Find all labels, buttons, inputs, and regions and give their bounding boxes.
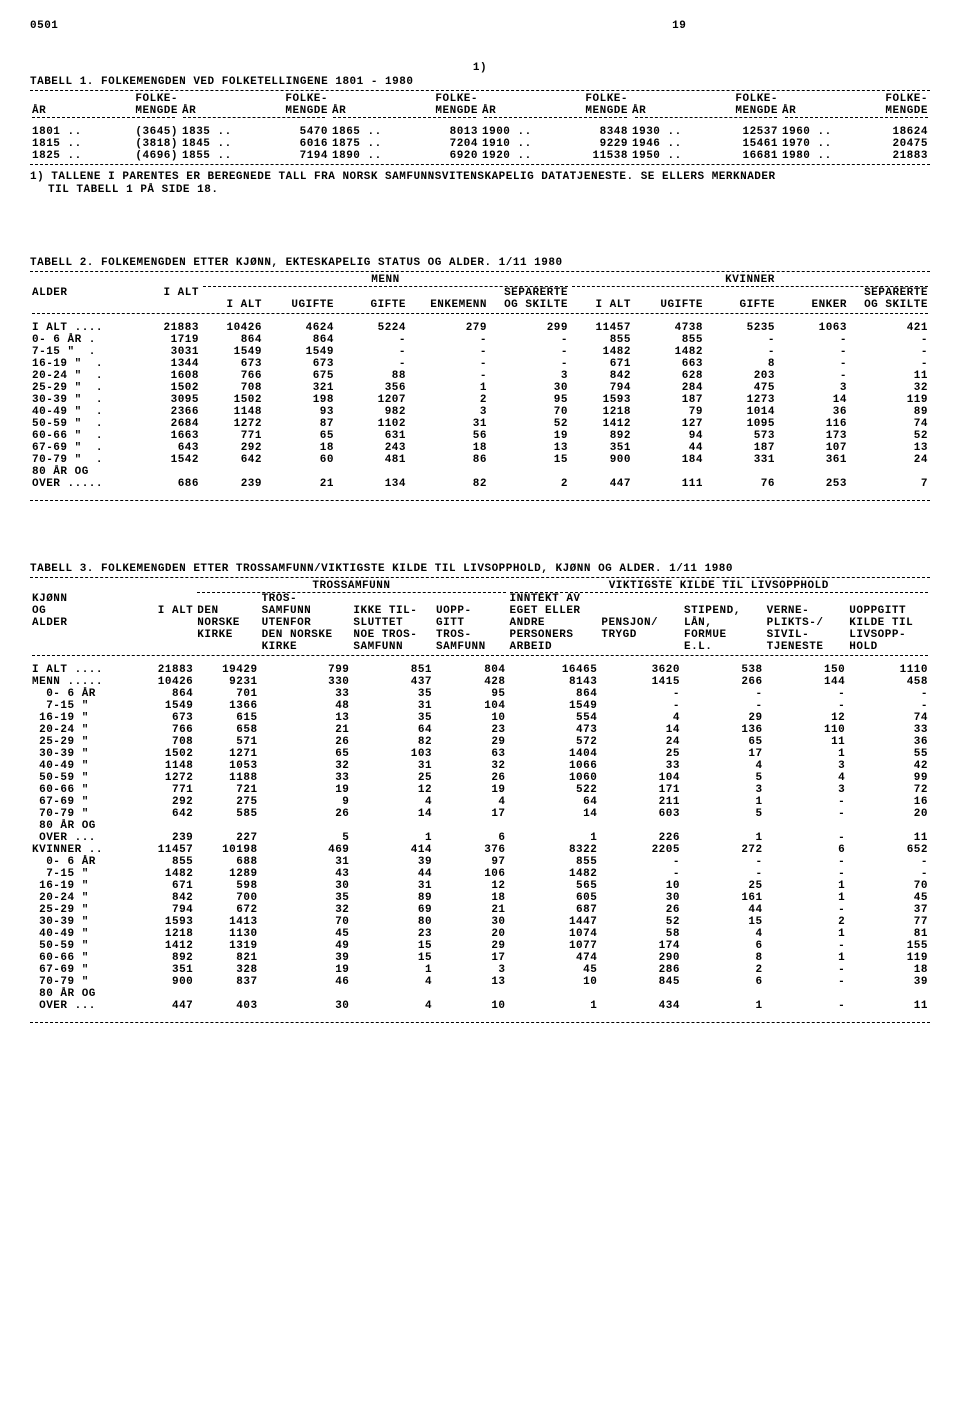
table2: MENN KVINNER ALDERI ALT SEPARERTE SEPARE… — [30, 274, 930, 490]
table-row: I ALT ....218831042646245224279299114574… — [30, 322, 930, 334]
table-row: 67-69 " .6432921824318133514418710713 — [30, 442, 930, 454]
page-number: 19 — [672, 20, 686, 32]
table2-header1: ALDERI ALT SEPARERTE SEPARERTE — [30, 287, 930, 299]
table-row: 1825 ..(4696)1855 ..71941890 ..69201920 … — [30, 150, 930, 162]
table-row: 70-79 " .154264260481861590018433136124 — [30, 454, 930, 466]
table-row: 20-24 " .160876667588-3842628203-11 — [30, 370, 930, 382]
table-row: 1815 ..(3818)1845 ..60161875 ..72041910 … — [30, 138, 930, 150]
table-row: 25-29 "7946723269216872644-37 — [30, 904, 930, 916]
table-row: 30-39 "15021271651036314042517155 — [30, 748, 930, 760]
table3-h2: OGI ALT DENSAMFUNNIKKE TIL-UOPP- EGET EL… — [30, 605, 930, 617]
table3-h3: ALDER NORSKEUTENFORSLUTTETGITT ANDREPENS… — [30, 617, 930, 629]
table-row: 80 ÅR OG — [30, 988, 930, 1000]
table3-title: TABELL 3. FOLKEMENGDEN ETTER TROSSAMFUNN… — [30, 563, 930, 575]
table-row: 0- 6 ÅR855688313997855---- — [30, 856, 930, 868]
table-row: 25-29 "70857126822957224651136 — [30, 736, 930, 748]
table-row: 16-19 "6736151335105544291274 — [30, 712, 930, 724]
table1-header2: ÅRMENGDE ÅRMENGDE ÅRMENGDE ÅRMENGDE ÅRME… — [30, 105, 930, 117]
table-row: 30-39 " .3095150219812072951593187127314… — [30, 394, 930, 406]
table1-superscript: 1) — [30, 62, 930, 74]
table-row: 60-66 "89282139151747429081119 — [30, 952, 930, 964]
table-row: 80 ÅR OG — [30, 820, 930, 832]
table-row: 60-66 " .16637716563156198929457317352 — [30, 430, 930, 442]
table-row: 67-69 "3513281913452862-18 — [30, 964, 930, 976]
table-row: OVER ...4474033041014341-11 — [30, 1000, 930, 1012]
divider — [30, 271, 930, 272]
table-row: 50-59 "1412131949152910771746-155 — [30, 940, 930, 952]
table2-title: TABELL 2. FOLKEMENGDEN ETTER KJØNN, EKTE… — [30, 257, 930, 269]
table-row: 70-79 "90083746413108456-39 — [30, 976, 930, 988]
table-row: I ALT ....218831942979985180416465362053… — [30, 664, 930, 676]
table-row: 0- 6 ÅR .1719864864---855855--- — [30, 334, 930, 346]
divider — [30, 1022, 930, 1023]
table1-header1: FOLKE- FOLKE- FOLKE- FOLKE- FOLKE- FOLKE… — [30, 93, 930, 105]
table-row: KVINNER ..114571019846941437683222205272… — [30, 844, 930, 856]
table-row: 30-39 "1593141370803014475215277 — [30, 916, 930, 928]
table-row: 7-15 "1549136648311041549---- — [30, 700, 930, 712]
table-row: 40-49 " .236611489398237012187910143689 — [30, 406, 930, 418]
table-row: 40-49 "121811304523201074584181 — [30, 928, 930, 940]
table3-h1: KJØNN TROS- INNTEKT AV — [30, 593, 930, 605]
divider — [30, 577, 930, 578]
divider — [30, 164, 930, 165]
table-row: 80 ÅR OG — [30, 466, 930, 478]
page-header: 0501 19 — [30, 20, 930, 32]
table-row: 16-19 " .1344673673---6716638-- — [30, 358, 930, 370]
table-row: 16-19 "6715983031125651025170 — [30, 880, 930, 892]
divider — [30, 90, 930, 91]
table1-title: TABELL 1. FOLKEMENGDEN VED FOLKETELLINGE… — [30, 76, 930, 88]
table-row: 25-29 " .1502708321356130794284475332 — [30, 382, 930, 394]
table2-group-header: MENN KVINNER — [30, 274, 930, 286]
table1: FOLKE- FOLKE- FOLKE- FOLKE- FOLKE- FOLKE… — [30, 93, 930, 162]
table-row: OVER .....68623921134822447111762537 — [30, 478, 930, 490]
table-row: 1801 ..(3645)1835 ..54701865 ..80131900 … — [30, 126, 930, 138]
table-row: 20-24 "7666582164234731413611033 — [30, 724, 930, 736]
table-row: 50-59 " .2684127287110231521412127109511… — [30, 418, 930, 430]
table-row: OVER ...23922751612261-11 — [30, 832, 930, 844]
table1-footnote: 1) TALLENE I PARENTES ER BEREGNEDE TALL … — [30, 171, 930, 197]
table-row: 7-15 "1482128943441061482---- — [30, 868, 930, 880]
table-row: 0- 6 ÅR864701333595864---- — [30, 688, 930, 700]
table-row: 60-66 "7717211912195221713372 — [30, 784, 930, 796]
table3: TROSSAMFUNN VIKTIGSTE KILDE TIL LIVSOPPH… — [30, 580, 930, 1012]
table-row: 70-79 "642585261417146035-20 — [30, 808, 930, 820]
table2-header2: I ALTUGIFTEGIFTEENKEMENNOG SKILTE I ALTU… — [30, 299, 930, 311]
page-code: 0501 — [30, 20, 58, 32]
table-row: MENN .....104269231330437428814314152661… — [30, 676, 930, 688]
divider — [30, 500, 930, 501]
table-row: 40-49 "114810533231321066334342 — [30, 760, 930, 772]
table3-h4: KIRKEDEN NORSKENOE TROS-TROS- PERSONERST… — [30, 629, 930, 641]
table-row: 67-69 "292275944642111-16 — [30, 796, 930, 808]
table3-h5: KIRKESAMFUNNSAMFUNN ARBEIDE.L.TJENESTEHO… — [30, 641, 930, 653]
table-row: 50-59 "1272118833252610601045499 — [30, 772, 930, 784]
table3-group-header: TROSSAMFUNN VIKTIGSTE KILDE TIL LIVSOPPH… — [30, 580, 930, 592]
table-row: 7-15 " .303115491549---14821482--- — [30, 346, 930, 358]
table-row: 20-24 "84270035891860530161145 — [30, 892, 930, 904]
